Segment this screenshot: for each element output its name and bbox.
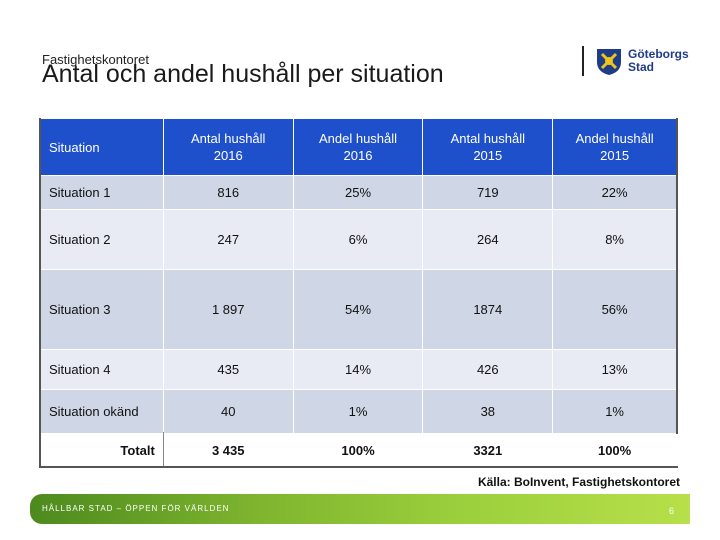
table-total-row: Totalt 3 435 100% 3321 100% [40,433,677,468]
department-label: Fastighetskontoret [42,52,149,67]
cell-situation: Situation 4 [40,349,164,390]
cell-situation: Situation 1 [40,175,164,210]
logo-text-line2: Stad [628,60,655,74]
header-andel-2016: Andel hushåll 2016 [292,118,424,176]
header-andel-2015: Andel hushåll 2015 [552,118,677,176]
cell-andel-2015: 13% [552,349,677,390]
cell-antal-2016: 816 [162,175,294,210]
cell-antal-2016: 1 897 [162,269,294,350]
source-note: Källa: BoInvent, Fastighetskontoret [477,475,680,489]
cell-antal-2015: 426 [422,349,554,390]
cell-total-andel-2015: 100% [552,433,677,468]
cell-situation: Situation 3 [40,269,164,350]
table-header-row: Situation Antal hushåll 2016 Andel hushå… [40,118,677,176]
table-right-border [676,118,678,434]
cell-antal-2015: 719 [422,175,554,210]
header-andel-2016-line1: Andel hushåll [318,131,398,146]
logo-divider [582,46,584,76]
header-andel-2016-line2: 2016 [343,148,373,163]
table-row: Situation 3 1 897 54% 1874 56% [40,269,677,350]
cell-andel-2016: 25% [292,175,424,210]
footer-banner: HÅLLBAR STAD – ÖPPEN FÖR VÄRLDEN 6 [30,494,690,524]
footer-slogan: HÅLLBAR STAD – ÖPPEN FÖR VÄRLDEN [42,504,230,513]
page-number: 6 [668,506,674,516]
page-title: Antal och andel hushåll per situation [42,60,444,88]
header-antal-2016-line1: Antal hushåll [191,131,266,146]
table-row: Situation 4 435 14% 426 13% [40,349,677,390]
cell-antal-2015: 38 [422,389,554,434]
header-antal-2016-line2: 2016 [213,148,243,163]
household-table: Situation Antal hushåll 2016 Andel hushå… [40,118,677,468]
header-situation: Situation [40,118,164,176]
header-andel-2015-line2: 2015 [600,148,630,163]
header-antal-2016: Antal hushåll 2016 [162,118,294,176]
logo-text-line1: Göteborgs [628,47,689,61]
cell-total-label: Totalt [40,433,164,468]
cell-andel-2015: 1% [552,389,677,434]
table-row: Situation 1 816 25% 719 22% [40,175,677,210]
cell-antal-2016: 40 [162,389,294,434]
cell-antal-2016: 435 [162,349,294,390]
cell-total-andel-2016: 100% [292,433,424,468]
cell-andel-2016: 54% [292,269,424,350]
table-row: Situation okänd 40 1% 38 1% [40,389,677,434]
table-left-border [39,118,41,468]
cell-total-antal-2015: 3321 [422,433,554,468]
header-antal-2015: Antal hushåll 2015 [422,118,554,176]
cell-situation: Situation 2 [40,209,164,270]
total-row-divider [163,432,164,466]
cell-situation: Situation okänd [40,389,164,434]
cell-andel-2016: 14% [292,349,424,390]
table-row: Situation 2 247 6% 264 8% [40,209,677,270]
city-crest-icon [597,49,621,75]
header-antal-2015-line1: Antal hushåll [450,131,526,146]
goteborgs-stad-logo: Göteborgs Stad [594,46,689,78]
cell-antal-2015: 264 [422,209,554,270]
header-situation-text: Situation [49,139,100,155]
cell-antal-2016: 247 [162,209,294,270]
table-bottom-border [39,466,678,468]
cell-total-antal-2016: 3 435 [162,433,294,468]
header-antal-2015-line2: 2015 [473,148,503,163]
cell-andel-2016: 6% [292,209,424,270]
cell-andel-2016: 1% [292,389,424,434]
cell-andel-2015: 8% [552,209,677,270]
cell-andel-2015: 22% [552,175,677,210]
header-andel-2015-line1: Andel hushåll [575,131,654,146]
cell-antal-2015: 1874 [422,269,554,350]
cell-andel-2015: 56% [552,269,677,350]
